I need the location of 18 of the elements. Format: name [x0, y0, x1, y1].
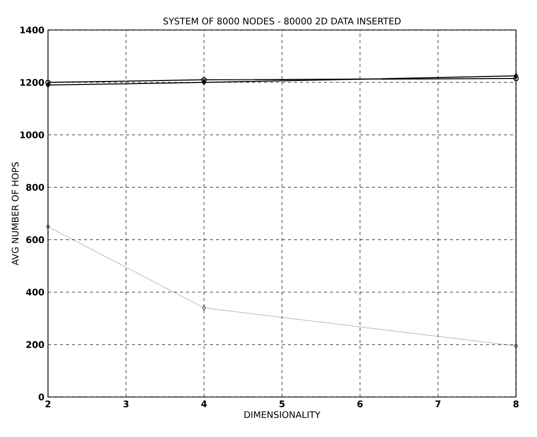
y-tick-label: 600 — [26, 236, 44, 244]
x-tick-label: 2 — [46, 400, 50, 408]
y-tick-label: 1200 — [20, 79, 44, 86]
y-tick-label: 800 — [26, 184, 44, 191]
x-tick-label: 8 — [513, 400, 519, 408]
x-tick-label: 5 — [280, 400, 285, 408]
chart-title: SYSTEM OF 8000 NODES - 80000 2D DATA INSERTED — [163, 18, 401, 24]
y-tick-label: 200 — [26, 341, 44, 348]
x-tick-label: 3 — [123, 400, 128, 408]
x-tick-label: 4 — [201, 400, 207, 408]
y-tick-label: 0 — [38, 394, 44, 400]
x-axis-title: DIMENSIONALITY — [244, 411, 320, 418]
y-tick-label: 400 — [26, 288, 44, 296]
x-tick-label: 6 — [357, 400, 363, 408]
y-axis-title: AVG NUMBER OF HOPS — [12, 162, 19, 266]
x-tick-label: 7 — [435, 400, 440, 408]
y-tick-label: 1000 — [20, 131, 44, 138]
y-tick-label: 1400 — [20, 26, 44, 34]
